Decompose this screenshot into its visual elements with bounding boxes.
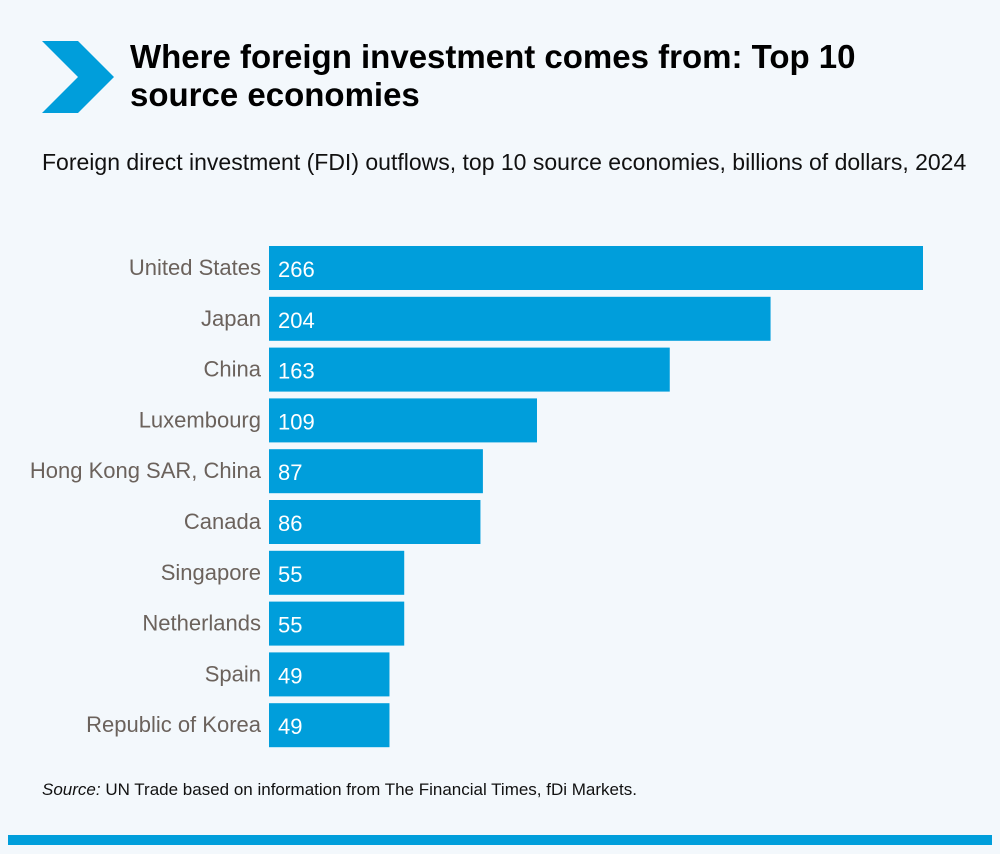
value-label: 86 — [278, 511, 302, 536]
value-label: 204 — [278, 308, 315, 333]
bar — [269, 601, 405, 646]
category-label: Republic of Korea — [86, 712, 262, 737]
category-label: Japan — [201, 306, 261, 331]
value-label: 49 — [278, 714, 302, 739]
bar — [269, 246, 923, 290]
bar-group: Japan 204 — [201, 296, 771, 341]
category-label: China — [204, 357, 262, 382]
category-label: Singapore — [161, 560, 261, 585]
category-label: United States — [129, 255, 261, 280]
value-label: 109 — [278, 409, 315, 434]
bar-group: Canada 86 — [184, 500, 481, 544]
bar — [269, 652, 390, 697]
chart-subtitle: Foreign direct investment (FDI) outflows… — [42, 149, 967, 175]
source-text: UN Trade based on information from The F… — [100, 780, 637, 799]
bar — [269, 347, 670, 392]
source-label: Source: — [42, 780, 101, 799]
value-label: 87 — [278, 460, 302, 485]
bar-group: Luxembourg 109 — [139, 398, 537, 443]
bar-group: Netherlands 55 — [142, 601, 405, 646]
bar — [269, 296, 771, 341]
bar — [269, 550, 405, 595]
value-label: 55 — [278, 613, 302, 638]
bar-group: China 163 — [204, 347, 670, 392]
value-label: 55 — [278, 562, 302, 587]
category-label: Hong Kong SAR, China — [30, 458, 262, 483]
bar-group: Spain 49 — [205, 652, 390, 697]
chart-title: Where foreign investment comes from: Top… — [130, 38, 856, 113]
bottom-rule — [8, 835, 992, 845]
bar — [269, 500, 481, 544]
bar — [269, 703, 390, 748]
bar-group: Republic of Korea 49 — [86, 703, 390, 748]
value-label: 49 — [278, 663, 302, 688]
category-label: Canada — [184, 509, 262, 534]
category-label: Luxembourg — [139, 407, 261, 432]
category-label: Netherlands — [142, 611, 261, 636]
bar-group: United States 266 — [129, 246, 923, 290]
bar — [269, 398, 537, 443]
bar-group: Hong Kong SAR, China 87 — [30, 449, 483, 494]
value-label: 266 — [278, 257, 315, 282]
source-note: Source: UN Trade based on information fr… — [42, 780, 637, 800]
bar-group: Singapore 55 — [161, 550, 405, 595]
value-label: 163 — [278, 359, 315, 384]
category-label: Spain — [205, 661, 261, 686]
bar — [269, 449, 483, 494]
chevron-right-icon — [42, 41, 114, 113]
